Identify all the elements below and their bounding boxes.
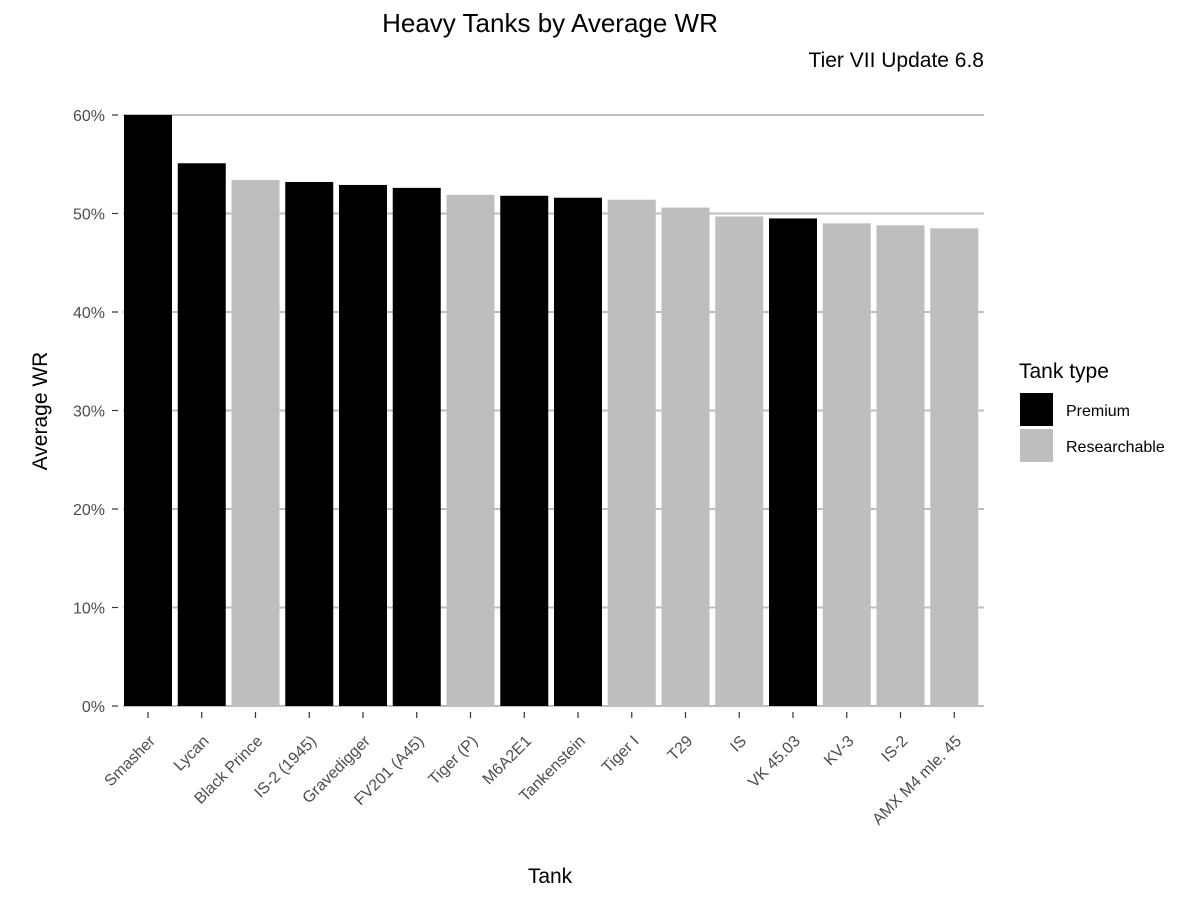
bar	[554, 197, 602, 707]
bar	[822, 223, 871, 706]
chart-title: Heavy Tanks by Average WR	[382, 8, 718, 38]
x-axis-title: Tank	[528, 865, 573, 888]
bar	[285, 181, 334, 707]
y-axis: 0% 10% 20% 30% 40% 50% 60%	[73, 108, 118, 716]
x-tick-label: T29	[665, 733, 697, 765]
bar	[124, 115, 172, 706]
legend-label-researchable: Researchable	[1066, 439, 1165, 456]
x-tick-label: Smasher	[102, 732, 160, 790]
y-axis-title: Average WR	[29, 352, 52, 471]
bar	[715, 216, 764, 706]
bar	[930, 228, 979, 706]
y-tick-label: 30%	[73, 404, 105, 421]
bar	[177, 163, 226, 706]
x-tick-label: IS-2	[879, 733, 912, 766]
y-tick-label: 10%	[73, 601, 105, 618]
x-tick-label: Lycan	[171, 733, 213, 775]
y-tick-label: 20%	[73, 502, 105, 519]
x-tick-label: IS	[727, 733, 750, 756]
bar	[392, 187, 441, 706]
bar	[339, 184, 387, 706]
legend-title: Tank type	[1019, 360, 1109, 383]
x-tick-label: Tiger (P)	[426, 733, 482, 789]
legend-label-premium: Premium	[1066, 403, 1130, 420]
y-tick-label: 50%	[73, 207, 105, 224]
bar	[769, 218, 817, 707]
x-tick-label: KV-3	[821, 733, 858, 770]
chart-subtitle: Tier VII Update 6.8	[809, 49, 984, 72]
legend-swatch-researchable	[1020, 429, 1053, 462]
bar	[607, 199, 656, 706]
x-tick-label: VK 45.03	[745, 733, 804, 792]
x-tick-label: M6A2E1	[480, 733, 535, 788]
bar	[876, 225, 925, 706]
bars	[124, 115, 979, 707]
y-tick-label: 60%	[73, 108, 105, 125]
y-tick-label: 40%	[73, 305, 105, 322]
y-tick-label: 0%	[82, 699, 105, 716]
legend-swatch-premium	[1020, 393, 1053, 426]
x-tick-label: Tiger I	[599, 733, 643, 777]
bar	[446, 194, 495, 706]
bar	[231, 180, 280, 706]
bar	[661, 207, 710, 706]
bar	[500, 195, 549, 706]
legend: Tank type Premium Researchable	[1019, 360, 1165, 462]
